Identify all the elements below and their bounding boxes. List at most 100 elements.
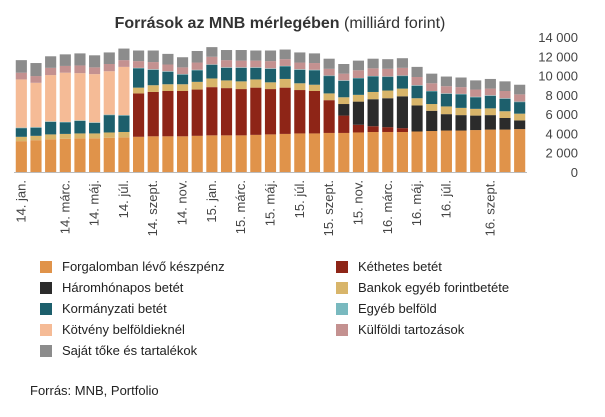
bar-segment (220, 135, 233, 172)
legend-item: Kormányzati betét (40, 301, 167, 316)
bar-segment (396, 128, 408, 132)
bar-segment (352, 78, 365, 95)
bar-segment (484, 108, 496, 116)
bar-segment (59, 54, 71, 66)
y-tick-label: 2 000 (545, 146, 578, 161)
legend-item: Saját tőke és tartalékok (40, 343, 197, 358)
x-tick-label: 15. júl. (292, 180, 307, 218)
bar-segment (220, 80, 233, 89)
bar-segment (367, 68, 379, 77)
bar-segment (30, 135, 42, 141)
bar-segment (455, 115, 467, 131)
bar-segment (308, 70, 321, 85)
bar-segment (235, 60, 247, 68)
chart-title-bold: Források az MNB mérlegében (115, 15, 340, 32)
bar-segment (89, 122, 101, 134)
bar-segment (440, 106, 452, 115)
bar-segment (30, 127, 42, 136)
bar-segment (426, 91, 438, 105)
bar-segment (250, 60, 262, 68)
bar-segment (499, 81, 511, 91)
bar-segment (352, 101, 365, 125)
bar-segment (176, 91, 189, 137)
bar-segment (426, 131, 438, 172)
bar-segment (30, 63, 42, 77)
bar-segment (499, 118, 511, 130)
bar-segment (147, 91, 159, 137)
bar-segment (191, 135, 203, 172)
bar-segment (15, 141, 27, 172)
bar-segment (294, 52, 306, 63)
bar-segment (279, 59, 291, 66)
legend-item: Kötvény belföldieknél (40, 322, 185, 337)
legend-swatch (336, 260, 348, 273)
bar-segment (206, 56, 218, 65)
bar-segment (162, 53, 174, 65)
bar-segment (338, 73, 350, 81)
bar-segment (294, 62, 306, 70)
legend-label: Forgalomban lévő készpénz (62, 259, 225, 274)
bar-segment (191, 89, 203, 136)
y-tick-label: 8 000 (545, 88, 578, 103)
bar-segment (264, 50, 277, 62)
bar-segment (264, 61, 277, 69)
bar-segment (484, 129, 496, 172)
legend-swatch (40, 323, 52, 336)
bar-segment (103, 132, 115, 138)
bar-segment (250, 50, 262, 61)
bar-segment (74, 53, 86, 66)
bar-segment (382, 68, 394, 77)
bar-segment (250, 79, 262, 88)
bar-segment (30, 82, 42, 128)
bar-segment (89, 133, 101, 139)
bar-segment (426, 73, 438, 84)
bar-segment (74, 120, 86, 134)
bar-segment (176, 136, 189, 172)
legend-swatch (40, 281, 52, 294)
bar-segment (59, 122, 71, 134)
bar-segment (514, 120, 526, 130)
bar-segment (470, 130, 482, 172)
bar-segment (45, 139, 57, 172)
chart-title: Források az MNB mérlegében (milliárd for… (115, 15, 446, 32)
bar-segment (499, 98, 511, 112)
bar-segment (147, 62, 159, 70)
bar-segment (264, 89, 277, 135)
bar-segment (74, 73, 86, 121)
bar-segment (367, 91, 379, 100)
bar-segment (15, 60, 27, 73)
bar-segment (323, 93, 335, 101)
bar-segment (176, 57, 189, 68)
bar-segment (147, 85, 159, 92)
bar-segment (103, 71, 115, 115)
bar-segment (294, 69, 306, 84)
bar-segment (411, 85, 423, 99)
bar-segment (15, 72, 27, 80)
bar-segment (176, 67, 189, 75)
legend-swatch (336, 281, 348, 294)
bar-segment (15, 136, 27, 142)
bar-segment (382, 127, 394, 132)
legend-swatch (40, 302, 52, 315)
bar-segment (323, 58, 335, 69)
bar-segment (367, 131, 379, 172)
bar-segment (191, 62, 203, 70)
bar-segment (411, 77, 423, 86)
bar-segment (426, 110, 438, 132)
bar-segment (455, 77, 467, 88)
legend-label: Kéthetes betét (358, 259, 442, 274)
x-tick-label: 15. szept. (321, 180, 336, 236)
bar-segment (133, 61, 145, 68)
legend-label: Saját tőke és tartalékok (62, 343, 198, 358)
bar-segment (206, 78, 218, 88)
x-tick-label: 14. jan. (13, 180, 28, 223)
bar-segment (118, 48, 130, 61)
bar-segment (235, 81, 247, 90)
bar-segment (352, 70, 365, 78)
bar-segment (382, 90, 394, 99)
bar-segment (59, 65, 71, 73)
bar-segment (352, 60, 365, 71)
bar-segment (162, 71, 174, 85)
bar-segment (367, 76, 379, 92)
